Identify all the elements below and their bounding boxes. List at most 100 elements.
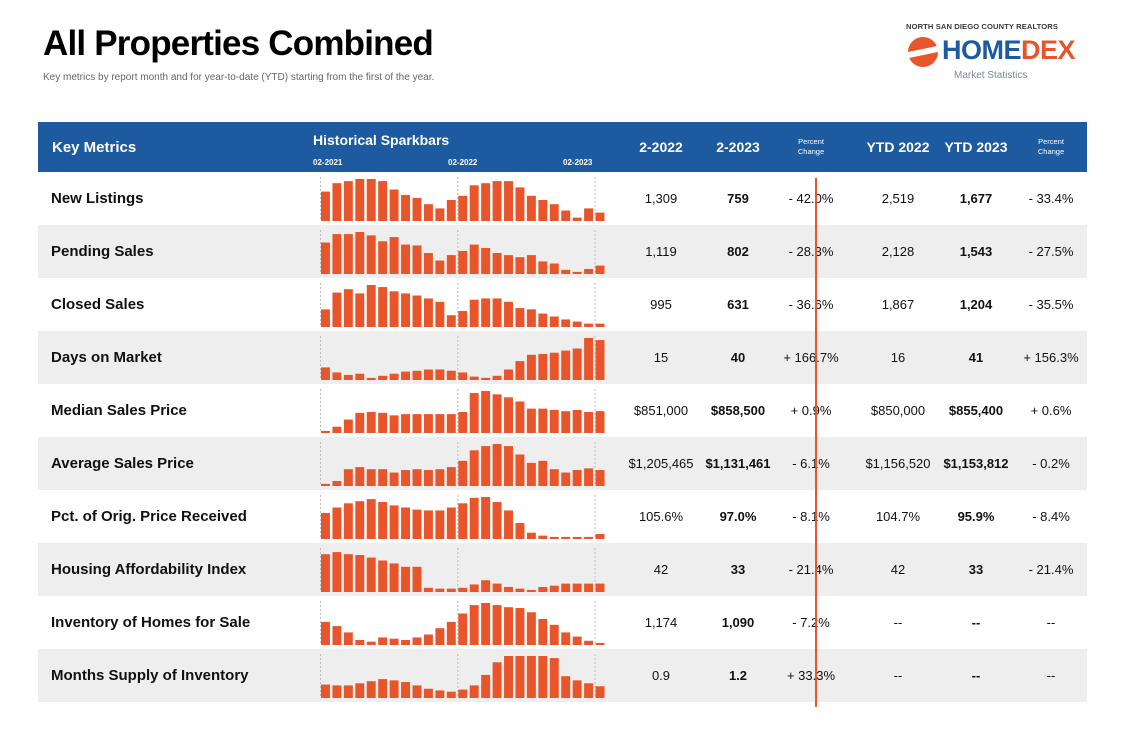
sparkbar	[538, 535, 548, 539]
sparkbar	[343, 374, 353, 380]
sparkbar	[378, 412, 388, 433]
sparkbar	[538, 261, 548, 274]
sparkbar	[332, 426, 342, 433]
sparkbar	[492, 375, 502, 380]
month-curr-value: $858,500	[710, 403, 766, 418]
ytd-pct-change: - 21.4%	[1028, 562, 1074, 577]
sparkbar	[561, 319, 571, 327]
month-prev-value: 15	[653, 350, 669, 365]
sparkbar	[412, 566, 422, 592]
sparkbar	[332, 480, 342, 486]
sparkbar	[412, 414, 422, 433]
ytd-curr-value: $855,400	[948, 403, 1004, 418]
sparkbar	[423, 253, 433, 274]
sparkbar	[332, 626, 342, 645]
ytd-curr-value: --	[971, 668, 981, 683]
ytd-prev-value: 42	[890, 562, 906, 577]
sparkbar	[538, 353, 548, 380]
sparkbar	[412, 245, 422, 274]
table-row: Pending Sales 1,119 802 - 28.3% 2,128 1,543 - …	[38, 225, 1087, 278]
spark-date-3: 02-2023	[563, 158, 593, 167]
sparkbar	[595, 340, 605, 380]
sparkbar	[549, 204, 559, 221]
sparkbar	[504, 255, 513, 274]
header-ytd-prev: YTD 2022	[866, 139, 930, 155]
sparkbar	[423, 204, 433, 221]
sparkbar	[526, 589, 536, 592]
sparkbar	[469, 376, 479, 380]
table-row: Median Sales Price $851,000 $858,500 + 0.9%…	[38, 384, 1087, 437]
logo-wordmark: HOMEDEX	[942, 35, 1076, 66]
sparkbar	[492, 605, 502, 645]
sparkbar	[584, 468, 594, 486]
sparkbar	[469, 299, 479, 327]
metric-label: Average Sales Price	[51, 455, 194, 472]
header-sparkbars: Historical Sparkbars	[313, 132, 450, 148]
sparkbar	[446, 588, 456, 592]
sparkbar	[343, 181, 353, 221]
sparkbar	[561, 350, 571, 380]
sparkbar	[401, 414, 411, 433]
sparkbar-chart	[320, 336, 605, 380]
sparkbar	[435, 469, 445, 486]
sparkbar	[412, 637, 422, 645]
sparkbar	[595, 323, 605, 327]
sparkbar	[389, 291, 399, 327]
sparkbar	[435, 510, 445, 539]
ytd-pct-change: + 156.3%	[1023, 350, 1079, 365]
sparkbar	[572, 409, 582, 433]
ytd-pct-change: + 0.6%	[1030, 403, 1072, 418]
sparkbar	[446, 691, 456, 698]
sparkbar	[423, 298, 433, 327]
sparkbar	[378, 181, 388, 221]
month-prev-value: $851,000	[633, 403, 689, 418]
sparkbar	[321, 242, 330, 274]
month-curr-value: $1,131,461	[705, 456, 771, 471]
table-row: Average Sales Price $1,205,465 $1,131,461 -…	[38, 437, 1087, 490]
sparkbar	[584, 536, 594, 539]
sparkbar	[481, 298, 491, 327]
table-row: Months Supply of Inventory 0.9 1.2 + 33.3% -…	[38, 649, 1087, 702]
sparkbar	[378, 502, 388, 539]
table-row: Inventory of Homes for Sale 1,174 1,090 - 7…	[38, 596, 1087, 649]
sparkbar	[446, 370, 456, 380]
table-row: Days on Market 15 40 + 166.7% 16 41 + 156.3%	[38, 331, 1087, 384]
month-pct-change: - 7.2%	[792, 615, 830, 630]
sparkbar	[378, 375, 388, 380]
sparkbar	[492, 253, 502, 274]
sparkbar	[446, 200, 456, 221]
sparkbar	[446, 507, 456, 539]
header-ytd-pct-label-1: Percent	[1038, 137, 1064, 146]
ytd-curr-value: --	[971, 615, 981, 630]
sparkbar	[549, 658, 559, 698]
sparkbar	[378, 560, 388, 592]
sparkbar	[469, 584, 479, 592]
header-key-metrics: Key Metrics	[52, 138, 137, 156]
sparkbar	[504, 586, 513, 592]
sparkbar-chart	[320, 177, 605, 221]
month-curr-value: 1.2	[728, 668, 748, 683]
sparkbar	[378, 241, 388, 274]
sparkbar	[572, 636, 582, 645]
month-prev-value: 1,119	[645, 244, 677, 259]
sparkbar	[412, 685, 422, 698]
sparkbar	[515, 454, 525, 486]
sparkbar	[538, 586, 548, 592]
sparkbar	[378, 287, 388, 327]
sparkbar	[412, 509, 422, 539]
sparkbar	[366, 377, 376, 380]
header-ytd-pct-change: Percent Change	[1020, 122, 1082, 172]
month-prev-value: 42	[653, 562, 669, 577]
sparkbar	[355, 501, 365, 539]
sparkbar	[538, 460, 548, 486]
sparkbar	[595, 533, 605, 539]
ytd-curr-value: $1,153,812	[943, 456, 1009, 471]
header-ytd-curr: YTD 2023	[944, 139, 1008, 155]
sparkbar	[423, 688, 433, 698]
sparkbar	[401, 244, 411, 274]
logo-word-home: HOME	[942, 35, 1022, 65]
metric-label: New Listings	[51, 190, 144, 207]
sparkbar	[435, 208, 445, 221]
sparkbar	[584, 412, 594, 433]
sparkbar	[469, 393, 479, 433]
